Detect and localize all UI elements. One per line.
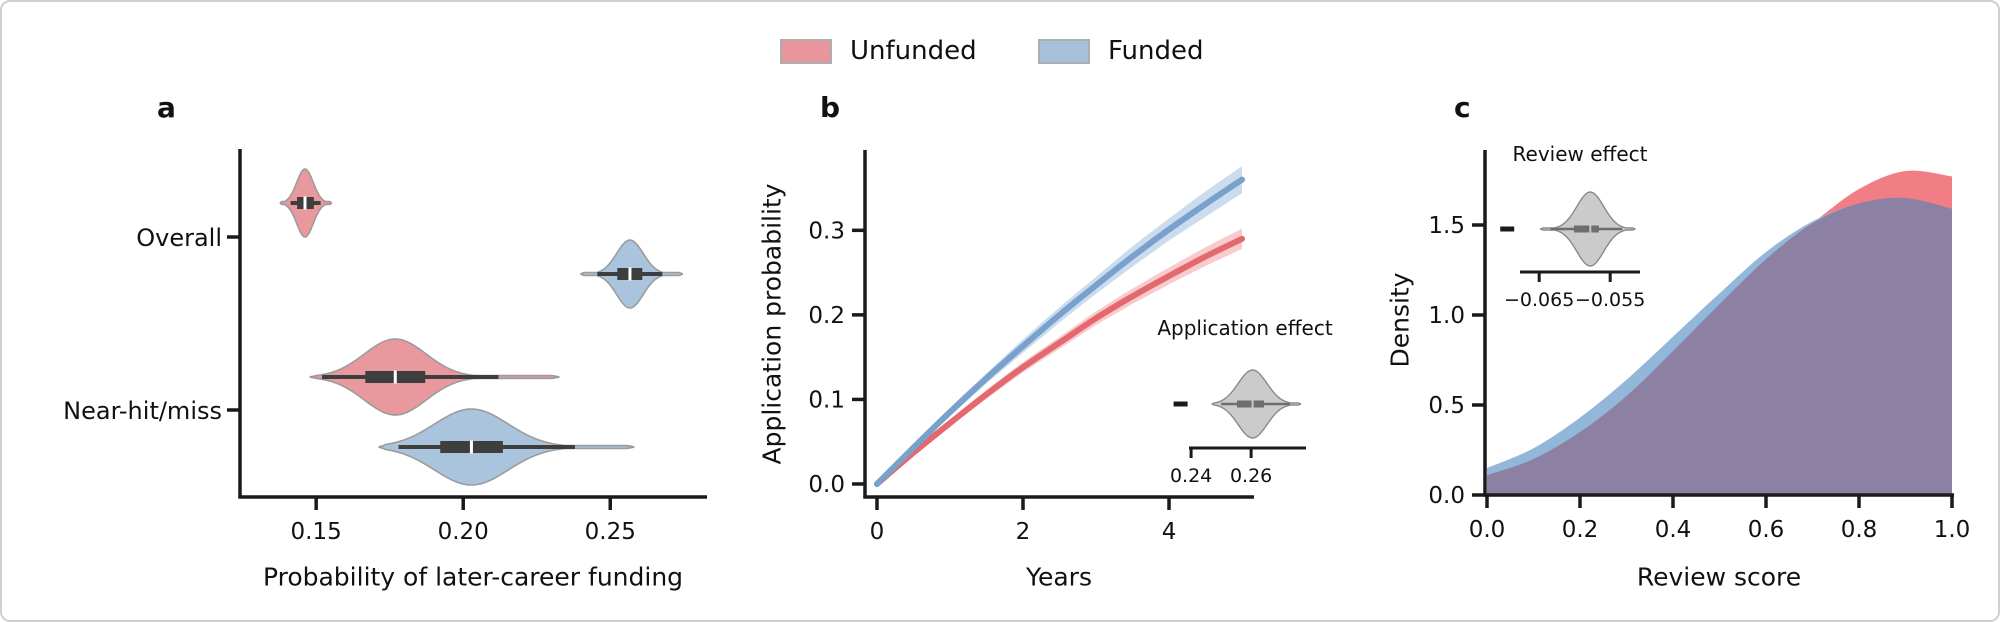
y-category-label: Overall [136, 224, 222, 252]
x-tick-label: 0.6 [1748, 517, 1785, 543]
y-tick-label: 1.5 [1428, 213, 1465, 239]
panel-letter-c: c [1454, 91, 1471, 124]
inset-title-review-effect: Review effect [1512, 142, 1648, 166]
legend-item-funded: Funded [1038, 38, 1204, 64]
inset-x-tick-label: 0.24 [1170, 465, 1212, 487]
xlabel-panel-c: Review score [1636, 562, 1802, 592]
y-tick-label: 1.0 [1428, 303, 1465, 329]
legend-swatch-funded [1038, 38, 1090, 64]
panel-c: 0.0 0.2 0.4 0.6 0.8 1.0 0.0 0.5 1.0 1.5 −0.065 −0.0… [1428, 150, 1970, 543]
x-tick-label: 0.2 [1562, 517, 1599, 543]
legend-label-funded: Funded [1108, 36, 1204, 66]
x-tick-label: 0.8 [1841, 517, 1878, 543]
y-tick-label: 0.0 [1428, 483, 1465, 509]
y-tick-label: 0.2 [808, 303, 845, 329]
panel-b: 0 2 4 0.0 0.1 0.2 0.3 0.24 0.26 [808, 150, 1306, 545]
line-unfunded [873, 235, 1246, 487]
density-area-overlap [1486, 197, 1953, 495]
y-tick-label: 0.3 [808, 218, 845, 244]
line-funded [873, 176, 1246, 487]
legend-label-unfunded: Unfunded [850, 36, 977, 66]
violin-median-tick [1589, 225, 1592, 233]
x-tick-label: 0.20 [438, 519, 489, 545]
inset-x-tick-label: −0.065 [1504, 289, 1574, 311]
xlabel-panel-a: Probability of later-career funding [262, 562, 684, 592]
violin-median-tick [303, 196, 307, 210]
panel-letter-a: a [157, 91, 176, 124]
x-tick-label: 0.4 [1655, 517, 1692, 543]
ci-band-unfunded [876, 228, 1243, 486]
inset-application-effect: 0.24 0.26 [1170, 369, 1306, 487]
violin-median-tick [1251, 400, 1254, 408]
x-tick-label: 0.15 [291, 519, 342, 545]
inset-x-tick-label: −0.055 [1575, 289, 1645, 311]
violin-median-tick [628, 267, 632, 281]
x-tick-label: 0.25 [585, 519, 636, 545]
violin-median-tick [469, 440, 473, 454]
y-tick-label: 0.5 [1428, 393, 1465, 419]
violin-median-tick [393, 370, 397, 384]
inset-title-application-effect: Application effect [1157, 316, 1333, 340]
x-tick-label: 1.0 [1934, 517, 1971, 543]
panel-a: 0.15 0.20 0.25 Overall Near-hit/miss [63, 149, 707, 545]
panel-letter-b: b [820, 91, 841, 124]
y-category-label: Near-hit/miss [63, 397, 222, 425]
inset-review-effect: −0.065 −0.055 [1500, 191, 1645, 311]
y-tick-label: 0.0 [808, 472, 845, 498]
legend-item-unfunded: Unfunded [780, 38, 977, 64]
x-tick-label: 4 [1162, 519, 1177, 545]
xlabel-panel-b: Years [1026, 562, 1092, 592]
x-tick-label: 0.0 [1469, 517, 1506, 543]
ylabel-panel-b: Application probability [757, 183, 787, 465]
x-tick-label: 2 [1016, 519, 1031, 545]
legend-swatch-unfunded [780, 38, 832, 64]
ylabel-panel-c: Density [1385, 272, 1415, 368]
inset-x-tick-label: 0.26 [1230, 465, 1272, 487]
x-tick-label: 0 [870, 519, 885, 545]
y-tick-label: 0.1 [808, 387, 845, 413]
